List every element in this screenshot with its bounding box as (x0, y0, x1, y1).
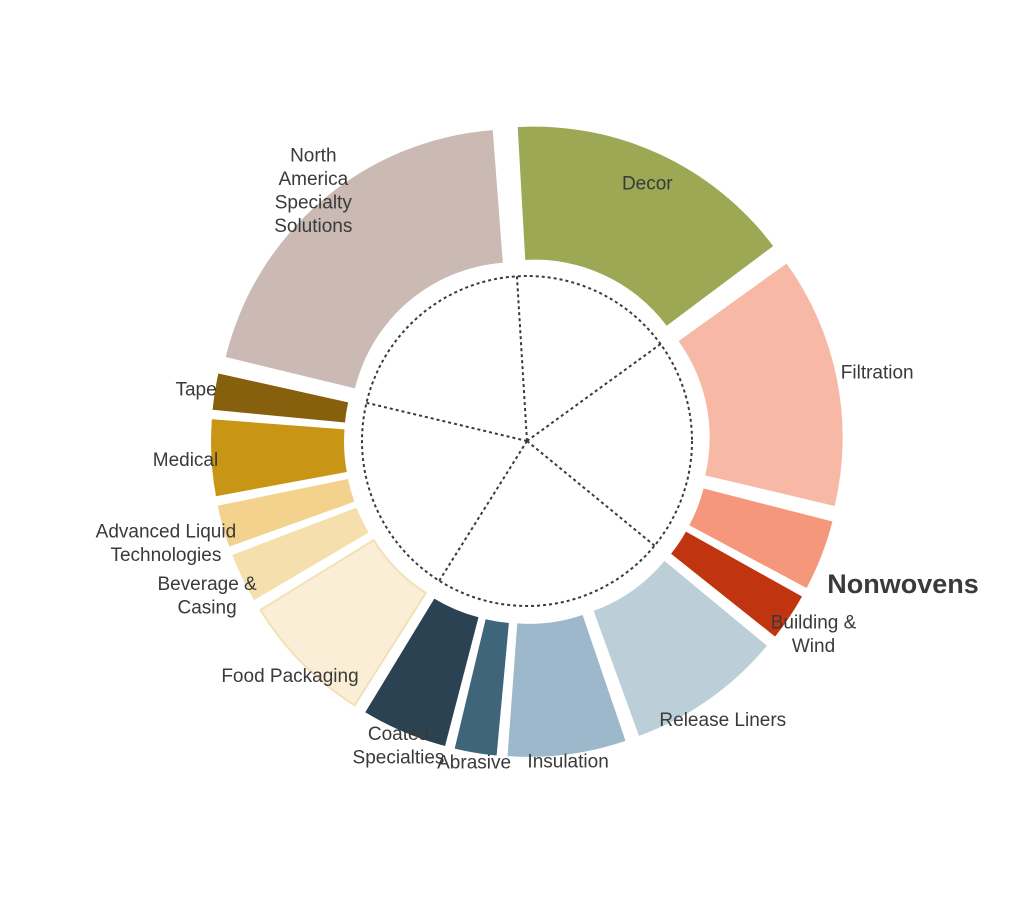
slice-9 (232, 507, 369, 601)
slices-layer (211, 126, 843, 757)
slice-6 (454, 619, 509, 756)
inner-divider-2 (526, 440, 656, 547)
slice-label-line: Abrasive (437, 753, 511, 774)
slice-4 (593, 560, 767, 736)
slice-label-line: Building & (771, 613, 857, 634)
slice-label-line: Specialties (353, 748, 445, 769)
slice-label-10: Advanced Liquid Technologies (96, 522, 237, 567)
slice-label-11: Medical (153, 450, 218, 471)
slice-label-4: Release Liners (659, 710, 786, 731)
slice-7 (365, 598, 479, 746)
slice-label-line: Decor (622, 174, 673, 195)
inner-divider-3 (438, 440, 528, 582)
slice-label-7: Coated Specialties (353, 724, 445, 769)
slice-10 (217, 479, 355, 547)
slice-label-9: Beverage & Casing (157, 574, 257, 619)
slice-label-5: Insulation (527, 751, 608, 772)
inner-divider-4 (366, 401, 528, 442)
slice-label-line: Casing (178, 598, 237, 619)
dividers-layer (366, 276, 662, 582)
slice-label-6: Abrasive (437, 753, 511, 774)
slice-label-line: Tape (175, 380, 216, 401)
slice-label-line: Medical (153, 450, 218, 471)
slice-label-line: Coated (368, 724, 429, 745)
slice-label-line: Release Liners (659, 710, 786, 731)
inner-ring-divider (361, 275, 693, 607)
slice-label-line: Advanced Liquid (96, 522, 237, 543)
slice-label-line: Specialty (275, 192, 353, 213)
slice-label-line: Beverage & (157, 574, 257, 595)
group-label-nonwovens: Nonwovens (827, 569, 979, 599)
slice-11 (211, 419, 347, 497)
inner-divider-0 (515, 276, 528, 442)
slice-1 (678, 263, 843, 506)
slice-5 (507, 615, 626, 757)
slice-label-line: Insulation (527, 751, 608, 772)
slice-13 (225, 130, 503, 389)
slice-label-0: Decor (622, 174, 673, 195)
slice-label-line: America (278, 169, 348, 190)
slice-label-line: North (290, 145, 336, 166)
slice-label-line: Filtration (841, 363, 914, 384)
labels-layer: Decor Filtration Building & Wind Release Lin… (96, 145, 914, 773)
slice-label-1: Filtration (841, 363, 914, 384)
slice-label-line: Food Packaging (221, 666, 358, 687)
slice-label-line: Technologies (110, 545, 221, 566)
slice-label-12: Tape (175, 380, 216, 401)
slice-label-13: North America Specialty Solutions (274, 145, 352, 237)
slice-label-line: Wind (792, 636, 835, 657)
slice-label-line: Solutions (274, 216, 352, 237)
inner-divider-1 (526, 343, 662, 442)
slice-label-8: Food Packaging (221, 666, 358, 687)
slice-8 (259, 538, 428, 707)
slice-0 (517, 126, 774, 326)
slice-2 (689, 488, 833, 588)
slice-3 (671, 531, 803, 637)
slice-label-3: Building & Wind (771, 613, 857, 658)
slice-12 (212, 373, 349, 423)
